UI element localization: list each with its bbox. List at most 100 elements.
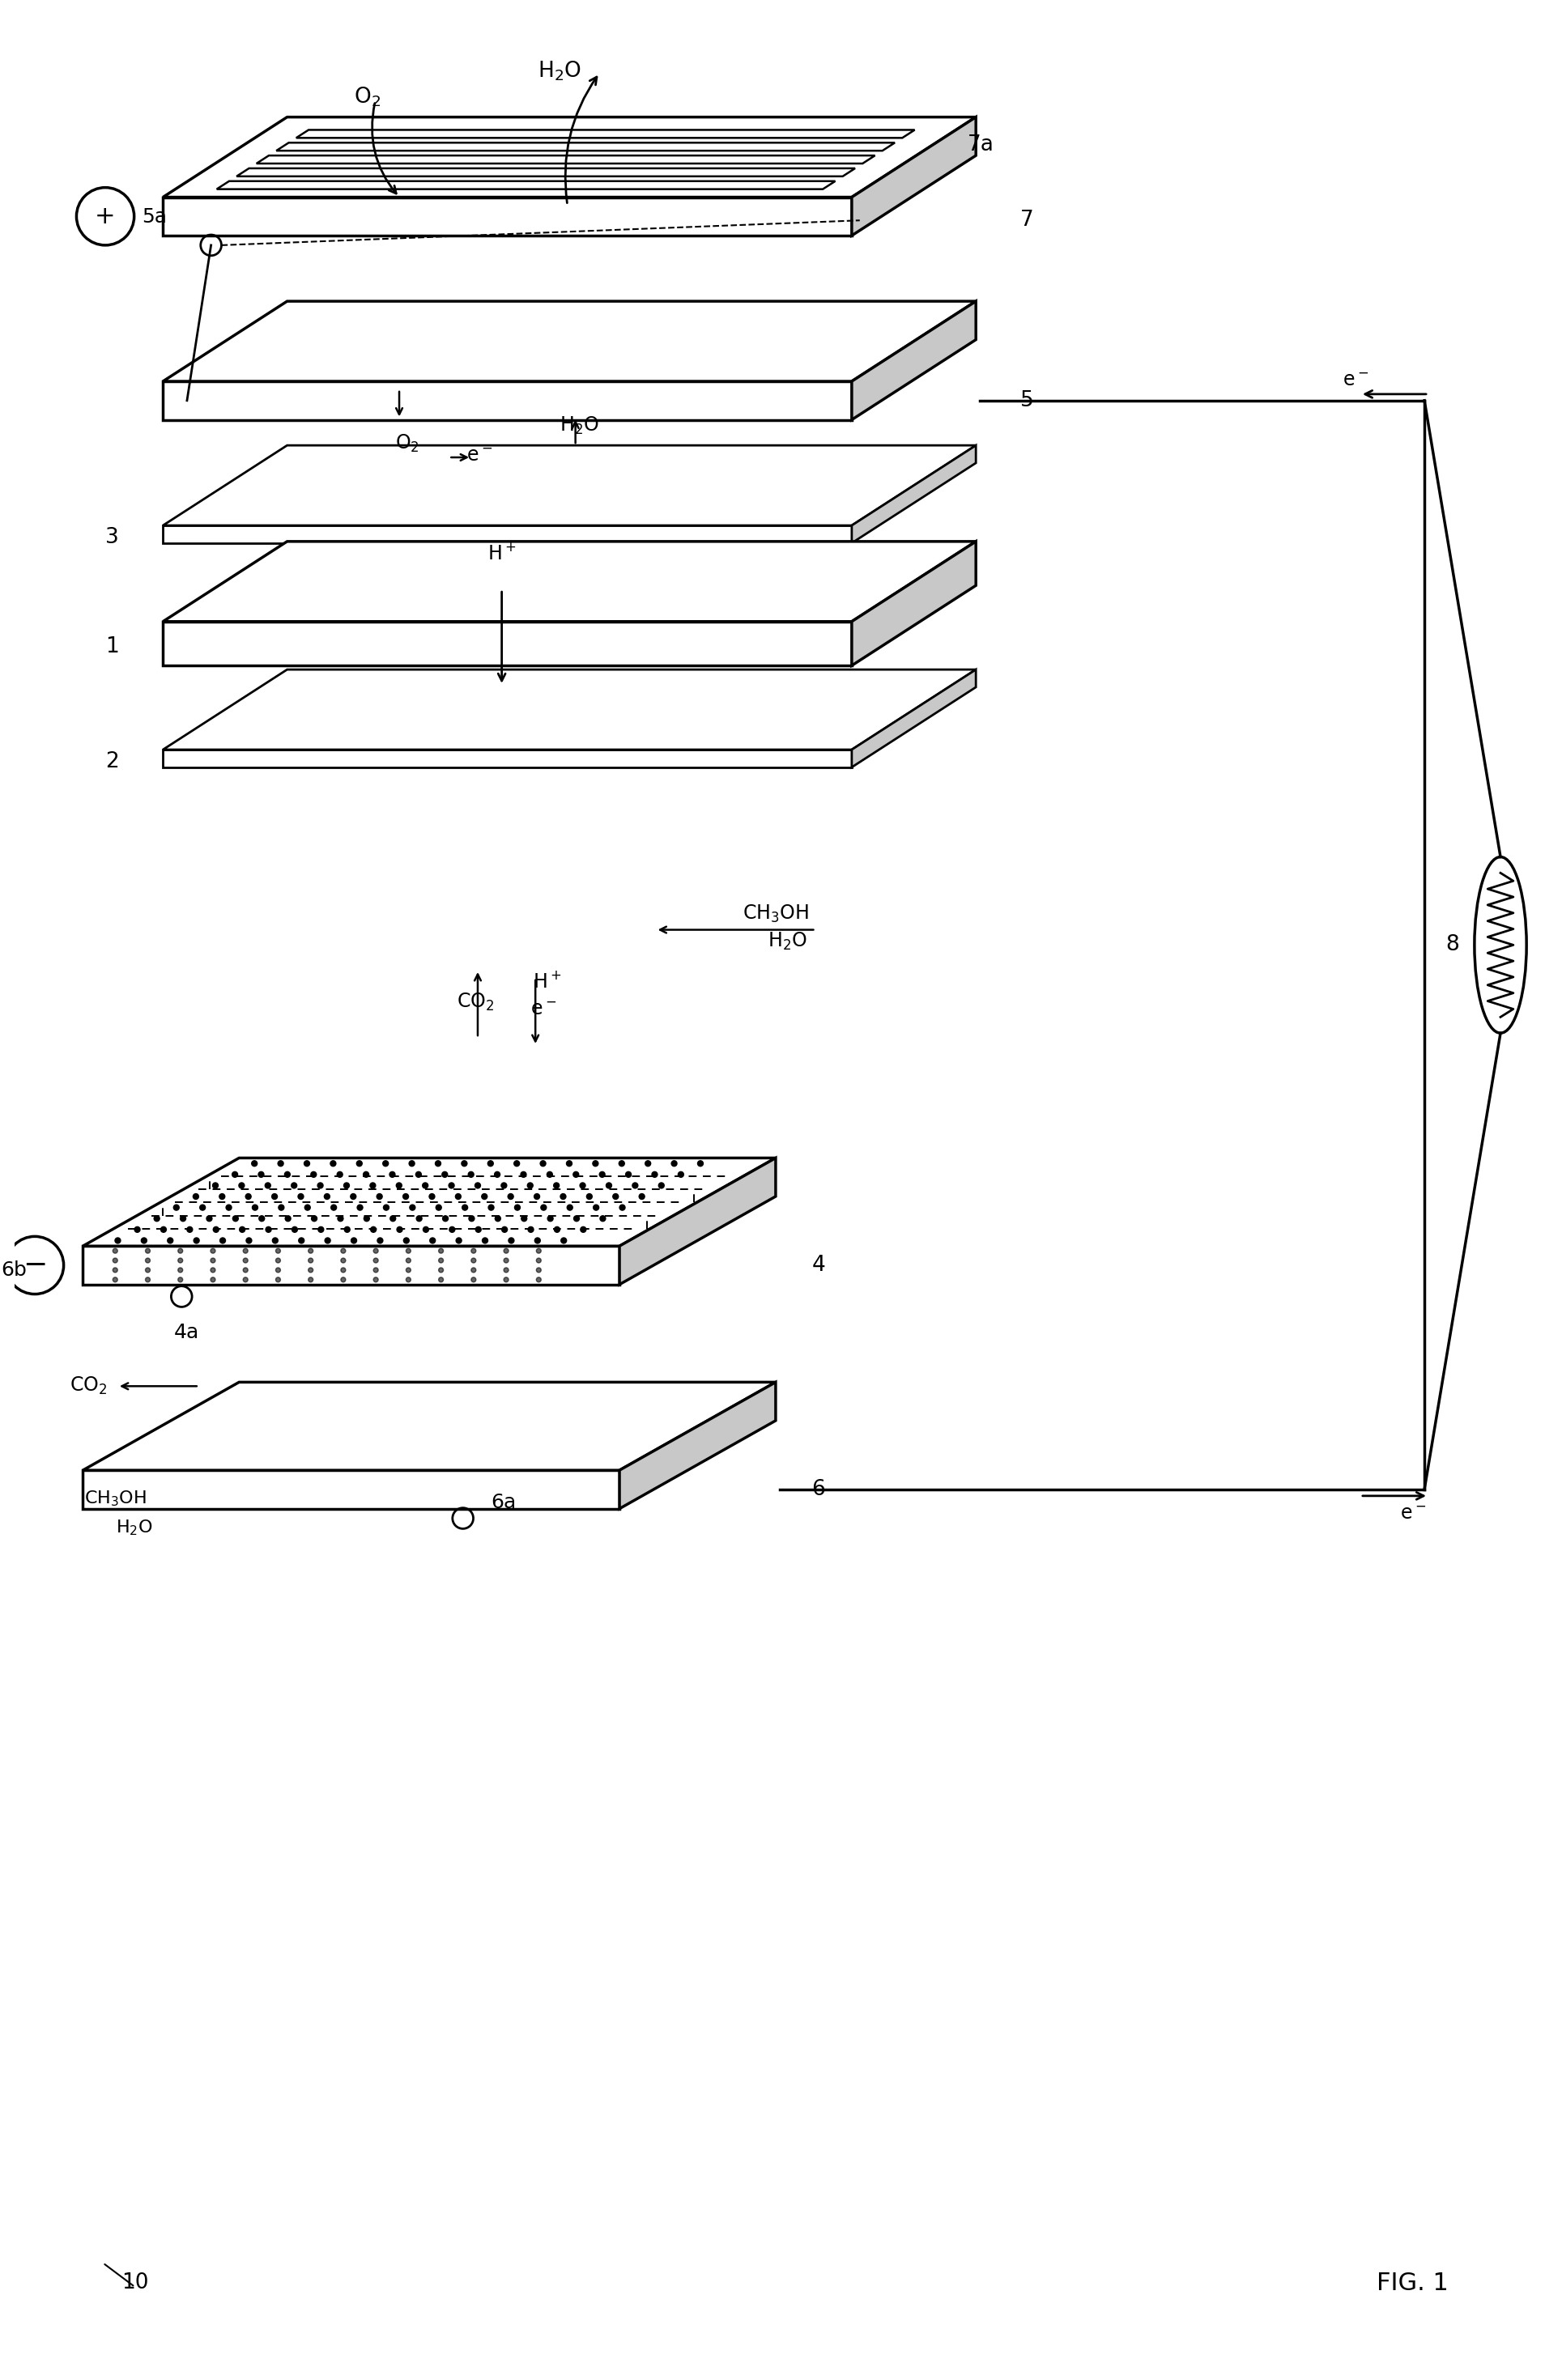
Circle shape (528, 1226, 534, 1233)
Circle shape (534, 1195, 540, 1200)
Circle shape (430, 1195, 434, 1200)
Circle shape (212, 1183, 219, 1188)
Circle shape (415, 1171, 422, 1178)
Circle shape (592, 1161, 598, 1166)
Circle shape (383, 1161, 389, 1166)
Circle shape (620, 1204, 625, 1211)
Polygon shape (162, 117, 976, 198)
Polygon shape (162, 198, 851, 236)
Circle shape (503, 1278, 509, 1283)
Circle shape (378, 1238, 383, 1242)
Text: 4a: 4a (173, 1323, 198, 1342)
Circle shape (540, 1161, 545, 1166)
Text: +: + (95, 205, 116, 228)
Polygon shape (217, 181, 836, 188)
Text: 3: 3 (105, 526, 119, 547)
Circle shape (606, 1183, 612, 1188)
Circle shape (489, 1204, 494, 1211)
Text: e$^-$: e$^-$ (1401, 1504, 1426, 1523)
Circle shape (439, 1269, 444, 1273)
Text: H$_2$O: H$_2$O (559, 414, 600, 436)
Circle shape (298, 1195, 303, 1200)
Circle shape (325, 1238, 331, 1242)
Circle shape (145, 1259, 150, 1264)
Circle shape (173, 1204, 180, 1211)
Polygon shape (276, 143, 895, 150)
Circle shape (358, 1204, 362, 1211)
Circle shape (501, 1226, 508, 1233)
Circle shape (233, 1171, 237, 1178)
Circle shape (587, 1195, 592, 1200)
Circle shape (561, 1195, 565, 1200)
Circle shape (161, 1226, 166, 1233)
Circle shape (275, 1278, 281, 1283)
Circle shape (275, 1250, 281, 1254)
Circle shape (373, 1269, 378, 1273)
Circle shape (547, 1171, 553, 1178)
Circle shape (626, 1171, 631, 1178)
Circle shape (698, 1161, 703, 1166)
Circle shape (305, 1204, 311, 1211)
Circle shape (266, 1183, 270, 1188)
Text: FIG. 1: FIG. 1 (1376, 2271, 1448, 2294)
Circle shape (350, 1195, 356, 1200)
Circle shape (567, 1161, 572, 1166)
Circle shape (116, 1238, 120, 1242)
Circle shape (600, 1171, 604, 1178)
Circle shape (612, 1195, 619, 1200)
Circle shape (561, 1238, 567, 1242)
Circle shape (422, 1183, 428, 1188)
Circle shape (211, 1250, 216, 1254)
Circle shape (244, 1259, 248, 1264)
Circle shape (514, 1161, 520, 1166)
Circle shape (344, 1183, 350, 1188)
Text: e$^-$: e$^-$ (1342, 371, 1368, 390)
Circle shape (245, 1195, 251, 1200)
Circle shape (472, 1259, 476, 1264)
Circle shape (330, 1161, 336, 1166)
Circle shape (239, 1226, 245, 1233)
Circle shape (600, 1216, 606, 1221)
Circle shape (439, 1259, 444, 1264)
Circle shape (522, 1216, 526, 1221)
Text: 6: 6 (812, 1478, 825, 1499)
Text: −: − (22, 1252, 47, 1278)
Circle shape (141, 1238, 147, 1242)
Polygon shape (162, 302, 976, 381)
Circle shape (481, 1195, 487, 1200)
Circle shape (278, 1161, 283, 1166)
Circle shape (439, 1278, 444, 1283)
Circle shape (508, 1195, 514, 1200)
Text: H$^+$: H$^+$ (533, 971, 562, 992)
Circle shape (403, 1195, 409, 1200)
Circle shape (548, 1216, 553, 1221)
Circle shape (406, 1278, 411, 1283)
Polygon shape (851, 669, 976, 766)
Circle shape (370, 1183, 375, 1188)
Circle shape (475, 1183, 481, 1188)
Circle shape (520, 1171, 526, 1178)
Circle shape (308, 1259, 312, 1264)
Circle shape (406, 1259, 411, 1264)
Circle shape (178, 1250, 183, 1254)
Circle shape (645, 1161, 651, 1166)
Text: CH$_3$OH: CH$_3$OH (742, 902, 809, 923)
Polygon shape (83, 1159, 776, 1247)
Polygon shape (297, 131, 915, 138)
Circle shape (286, 1216, 291, 1221)
Text: 7a: 7a (968, 136, 995, 155)
Circle shape (344, 1226, 350, 1233)
Circle shape (594, 1204, 598, 1211)
Circle shape (536, 1250, 540, 1254)
Circle shape (483, 1238, 487, 1242)
Circle shape (272, 1195, 278, 1200)
Circle shape (244, 1278, 248, 1283)
Circle shape (311, 1171, 317, 1178)
Polygon shape (236, 169, 854, 176)
Circle shape (134, 1226, 141, 1233)
Circle shape (501, 1183, 506, 1188)
Text: H$_2$O: H$_2$O (769, 931, 808, 952)
Circle shape (187, 1226, 192, 1233)
Polygon shape (620, 1159, 776, 1285)
Circle shape (390, 1216, 395, 1221)
